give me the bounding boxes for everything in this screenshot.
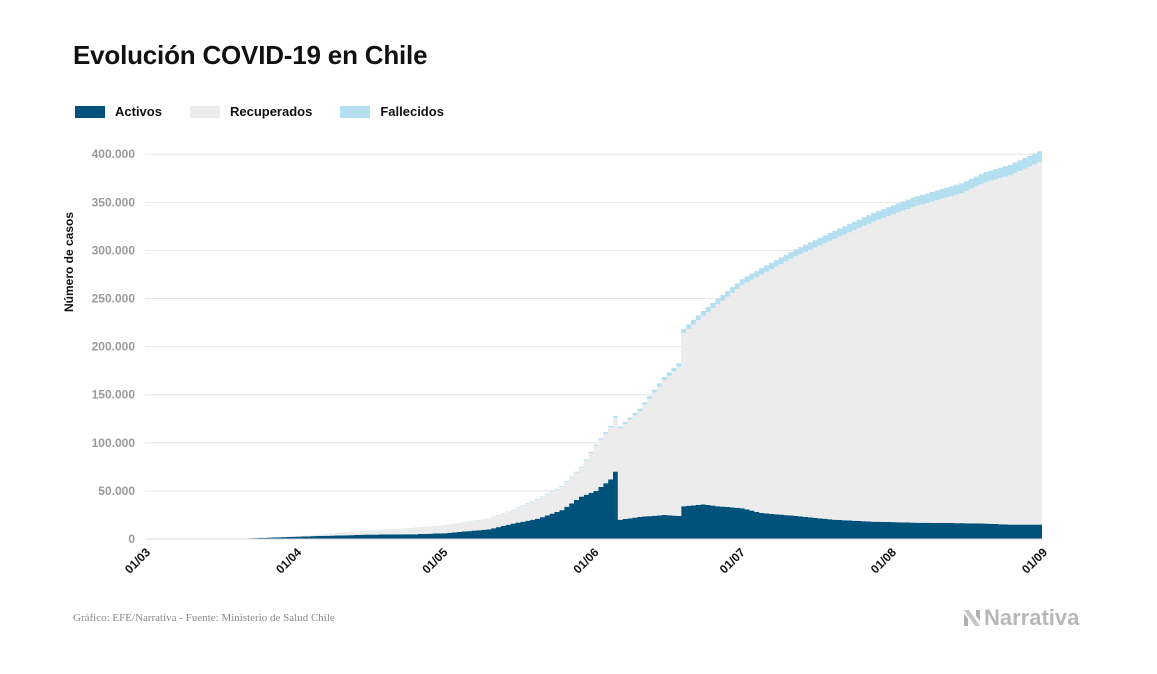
x-tick-label: 01/04 — [273, 545, 304, 576]
legend-swatch-fallecidos — [340, 105, 371, 118]
legend-label-fallecidos: Fallecidos — [380, 104, 444, 119]
area-series-recuperados — [145, 160, 1042, 539]
x-tick-label: 01/06 — [570, 545, 601, 576]
x-tick-label: 01/05 — [419, 545, 450, 576]
stacked-areas — [145, 149, 1042, 539]
y-axis-label: Número de casos — [62, 212, 76, 312]
chart-legend: Activos Recuperados Fallecidos — [75, 104, 472, 119]
chart-title: Evolución COVID-19 en Chile — [73, 40, 428, 70]
narrativa-logo-text: Narrativa — [984, 605, 1080, 630]
narrativa-logo: Narrativa — [962, 605, 1079, 631]
legend-swatch-recuperados — [189, 105, 220, 118]
legend-label-activos: Activos — [115, 104, 162, 119]
x-tick-label: 01/03 — [122, 545, 153, 576]
y-tick-label: 200.000 — [92, 340, 136, 354]
legend-item-fallecidos: Fallecidos — [340, 104, 444, 119]
legend-label-recuperados: Recuperados — [229, 104, 313, 119]
legend-item-activos: Activos — [75, 104, 162, 119]
x-tick-label: 01/07 — [717, 545, 748, 576]
x-tick-label: 01/09 — [1019, 545, 1050, 576]
y-tick-label: 350.000 — [92, 195, 136, 209]
y-tick-label: 100.000 — [92, 436, 136, 450]
source-footer: Gráfico: EFE/Narrativa - Fuente: Ministe… — [73, 612, 335, 624]
legend-swatch-activos — [75, 105, 105, 118]
y-tick-label: 150.000 — [92, 388, 136, 402]
x-tick-label: 01/08 — [868, 545, 899, 576]
y-tick-label: 400.000 — [92, 147, 136, 161]
area-series-fallecidos — [145, 149, 1042, 539]
y-tick-label: 250.000 — [92, 292, 136, 306]
narrativa-logo-icon — [964, 610, 980, 626]
y-tick-label: 50.000 — [98, 484, 135, 498]
legend-item-recuperados: Recuperados — [189, 104, 313, 119]
y-tick-label: 0 — [128, 532, 135, 546]
area-series-activos — [145, 471, 1042, 539]
y-tick-label: 300.000 — [92, 243, 136, 257]
